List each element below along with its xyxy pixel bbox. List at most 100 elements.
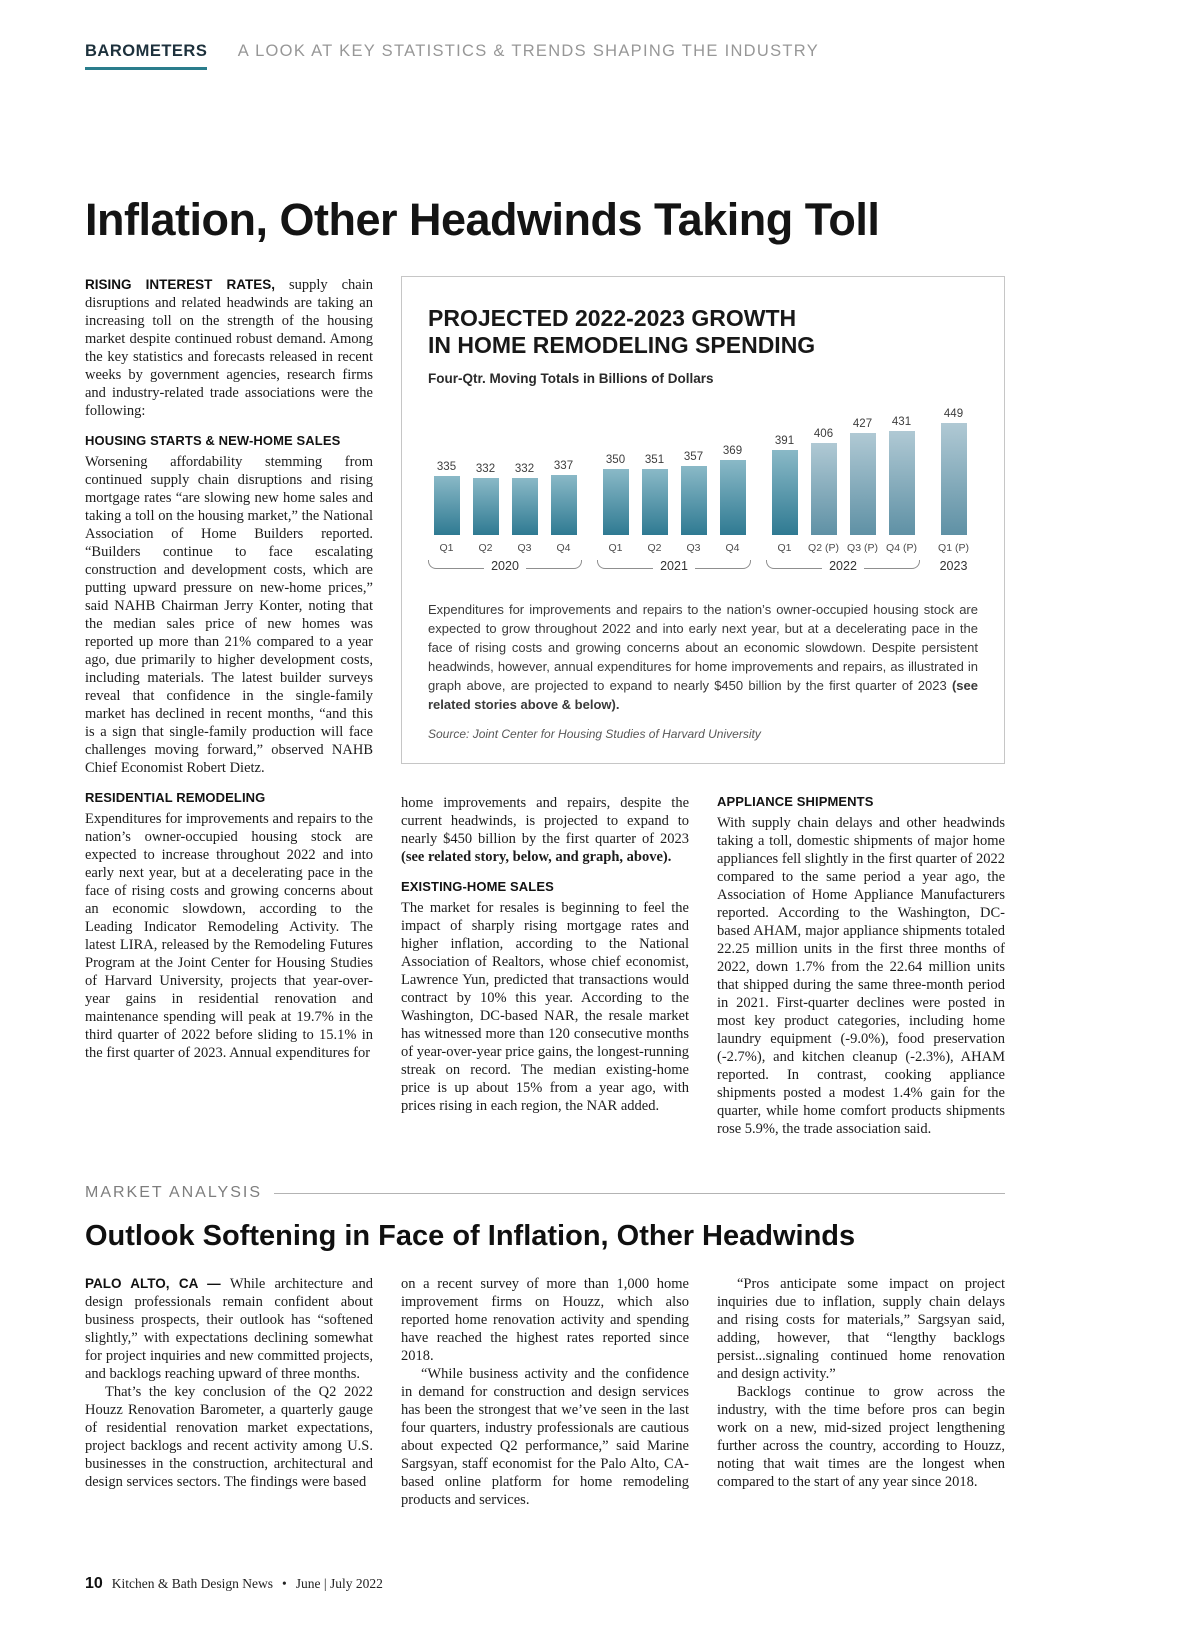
bar-x-label: Q3 (P) [847,542,878,554]
bar [680,466,707,535]
bar-group-2020: 335 Q1 332 Q2 332 Q3 337 Q4 [428,460,582,554]
text-segment: Expenditures for improvements and repair… [85,811,373,1061]
bar-column: 350 Q1 [597,454,634,554]
bar [719,460,746,535]
chart-year-axis: 2020 2021 2022 2023 [428,557,978,574]
bar-value-label: 406 [813,428,834,440]
bar-value-label: 332 [475,463,496,475]
section-kicker: BAROMETERS [85,42,208,70]
bar-group-2021: 350 Q1 351 Q2 357 Q3 369 Q4 [597,445,751,554]
paragraph: Worsening affordability stemming from co… [85,453,373,777]
text-segment: “While business activity and the confide… [401,1366,689,1508]
bar-x-label: Q4 [725,542,740,554]
chart-bars: 335 Q1 332 Q2 332 Q3 337 Q4 350 Q1 351 Q2 357 Q3 369 Q4… [428,408,978,554]
bar-column: 337 Q4 [545,460,582,554]
article2-title: Outlook Softening in Face of Inflation, … [85,1220,856,1252]
paragraph: That’s the key conclusion of the Q2 2022… [85,1383,373,1491]
text-segment: Worsening affordability stemming from co… [85,454,373,776]
bracket-line [766,560,823,569]
bar-x-label: Q2 [647,542,662,554]
bar [810,443,837,535]
page-footer: 10 Kitchen & Bath Design News • June | J… [85,1575,383,1593]
bar-value-label: 427 [852,418,873,430]
chart-source: Source: Joint Center for Housing Studies… [428,727,761,741]
article2-column-2: on a recent survey of more than 1,000 ho… [401,1275,689,1509]
text-segment: The market for resales is beginning to f… [401,900,689,1114]
continuation-paragraph: home improvements and repairs, despite t… [401,794,689,866]
article1-middle-column: home improvements and repairs, despite t… [401,794,689,1138]
text-segment: While architecture and design profession… [85,1276,373,1382]
bracket-line [694,560,751,569]
paragraph-lead: PALO ALTO, CA — [85,1276,230,1291]
bar [602,469,629,535]
bar [940,423,967,535]
magazine-name: Kitchen & Bath Design News [111,1576,274,1591]
text-segment: home improvements and repairs, despite t… [401,795,689,847]
bar-column: 369 Q4 [714,445,751,554]
text-segment: Backlogs continue to grow across the ind… [717,1384,1005,1490]
year-bracket: 2021 [597,557,751,574]
paragraph: “Pros anticipate some impact on project … [717,1275,1005,1383]
text-segment: That’s the key conclusion of the Q2 2022… [85,1384,373,1490]
paragraph: on a recent survey of more than 1,000 ho… [401,1275,689,1365]
text-segment: Expenditures for improvements and repair… [428,602,978,693]
bar-column: 449 Q1 (P) [935,408,972,554]
year-label: 2021 [660,559,688,573]
chart-title: PROJECTED 2022-2023 GROWTH IN HOME REMOD… [428,305,978,359]
issue-date: June | July 2022 [295,1576,383,1591]
bar-x-label: Q4 [556,542,571,554]
text-segment: supply chain disruptions and related hea… [85,277,373,419]
bar-column: 357 Q3 [675,451,712,554]
year-label: 2023 [939,559,968,573]
year-bracket: 2023 [935,557,972,574]
bar-x-label: Q4 (P) [886,542,917,554]
bar-column: 427 Q3 (P) [844,418,881,554]
bar [849,433,876,535]
text-segment: (see related story, below, and graph, ab… [401,849,672,865]
article2-body: PALO ALTO, CA — While architecture and d… [85,1275,1005,1509]
market-analysis-divider: MARKET ANALYSIS [85,1184,1005,1202]
section-heading-housing-starts: HOUSING STARTS & NEW-HOME SALES [85,433,341,448]
bracket-line [863,560,920,569]
section-heading-existing-home-sales: EXISTING-HOME SALES [401,879,554,894]
bar [472,478,499,535]
bar-group-2023: 449 Q1 (P) [935,408,972,554]
chart-title-line1: PROJECTED 2022-2023 GROWTH [428,305,797,331]
year-bracket: 2020 [428,557,582,574]
bar-x-label: Q1 [777,542,792,554]
chart-subtitle: Four-Qtr. Moving Totals in Billions of D… [428,371,714,386]
bar [433,476,460,535]
bar-value-label: 369 [722,445,743,457]
bar-group-2022: 391 Q1 406 Q2 (P) 427 Q3 (P) 431 Q4 (P) [766,416,920,554]
year-label: 2022 [829,559,857,573]
bar [888,431,915,535]
article2-column-3: “Pros anticipate some impact on project … [717,1275,1005,1509]
bar [511,478,538,535]
bar-x-label: Q1 [439,542,454,554]
paragraph: Expenditures for improvements and repair… [85,810,373,1062]
bracket-line [597,560,654,569]
bar-chart: 335 Q1 332 Q2 332 Q3 337 Q4 350 Q1 351 Q2 357 Q3 369 Q4… [428,408,978,574]
bar-value-label: 431 [891,416,912,428]
bar-value-label: 350 [605,454,626,466]
text-segment: “Pros anticipate some impact on project … [717,1276,1005,1382]
bar-column: 431 Q4 (P) [883,416,920,554]
bar-value-label: 335 [436,461,457,473]
bar-column: 332 Q2 [467,463,504,554]
bar-x-label: Q1 (P) [938,542,969,554]
paragraph: The market for resales is beginning to f… [401,899,689,1115]
paragraph: With supply chain delays and other headw… [717,814,1005,1138]
bar-value-label: 332 [514,463,535,475]
article1-right-column: APPLIANCE SHIPMENTS With supply chain de… [717,794,1005,1138]
bar-column: 335 Q1 [428,461,465,554]
paragraph: “While business activity and the confide… [401,1365,689,1509]
section-heading-appliance-shipments: APPLIANCE SHIPMENTS [717,794,874,809]
footer-separator: • [282,1576,287,1591]
paragraph: Backlogs continue to grow across the ind… [717,1383,1005,1491]
year-label: 2020 [491,559,519,573]
divider-rule [274,1192,1005,1194]
bar-column: 332 Q3 [506,463,543,554]
bar-column: 391 Q1 [766,435,803,554]
text-segment: on a recent survey of more than 1,000 ho… [401,1276,689,1364]
